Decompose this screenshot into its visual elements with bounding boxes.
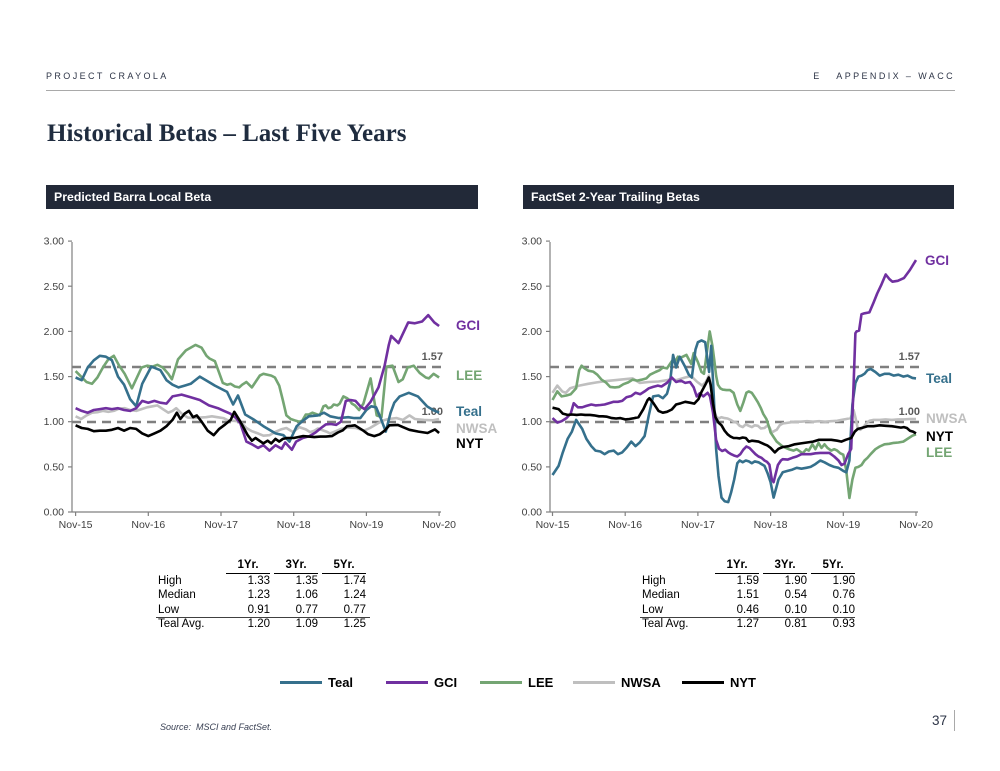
svg-text:LEE: LEE (926, 445, 952, 460)
svg-text:Nov-18: Nov-18 (277, 519, 311, 531)
svg-text:Nov-16: Nov-16 (131, 519, 165, 531)
svg-text:3.00: 3.00 (522, 236, 543, 248)
svg-text:0.50: 0.50 (522, 461, 543, 473)
svg-text:Nov-18: Nov-18 (754, 519, 788, 531)
svg-text:2.50: 2.50 (44, 281, 65, 293)
svg-text:Teal: Teal (456, 404, 482, 419)
svg-text:1.00: 1.00 (422, 406, 443, 418)
svg-text:NYT: NYT (456, 436, 484, 451)
svg-text:Nov-19: Nov-19 (826, 519, 860, 531)
svg-text:0.00: 0.00 (44, 507, 65, 519)
svg-text:3.00: 3.00 (44, 236, 65, 248)
svg-text:GCI: GCI (456, 318, 480, 333)
svg-text:Nov-16: Nov-16 (608, 519, 642, 531)
svg-text:Nov-15: Nov-15 (59, 519, 93, 531)
svg-text:1.57: 1.57 (422, 351, 443, 363)
svg-text:1.50: 1.50 (44, 371, 65, 383)
svg-text:NWSA: NWSA (926, 411, 967, 426)
svg-text:Nov-17: Nov-17 (204, 519, 238, 531)
svg-text:2.50: 2.50 (522, 281, 543, 293)
svg-text:0.50: 0.50 (44, 461, 65, 473)
svg-text:1.00: 1.00 (899, 406, 920, 418)
svg-text:Nov-17: Nov-17 (681, 519, 715, 531)
svg-text:NWSA: NWSA (456, 421, 497, 436)
svg-text:Nov-20: Nov-20 (899, 519, 933, 531)
svg-text:GCI: GCI (925, 253, 949, 268)
svg-text:1.50: 1.50 (522, 371, 543, 383)
svg-text:Nov-15: Nov-15 (536, 519, 570, 531)
svg-text:Nov-19: Nov-19 (349, 519, 383, 531)
svg-text:1.57: 1.57 (899, 351, 920, 363)
svg-text:2.00: 2.00 (44, 326, 65, 338)
svg-text:Nov-20: Nov-20 (422, 519, 456, 531)
svg-text:LEE: LEE (456, 368, 482, 383)
svg-text:2.00: 2.00 (522, 326, 543, 338)
svg-text:1.00: 1.00 (44, 416, 65, 428)
svg-text:Teal: Teal (926, 371, 952, 386)
svg-text:1.00: 1.00 (522, 416, 543, 428)
svg-text:0.00: 0.00 (522, 507, 543, 519)
svg-text:NYT: NYT (926, 429, 954, 444)
